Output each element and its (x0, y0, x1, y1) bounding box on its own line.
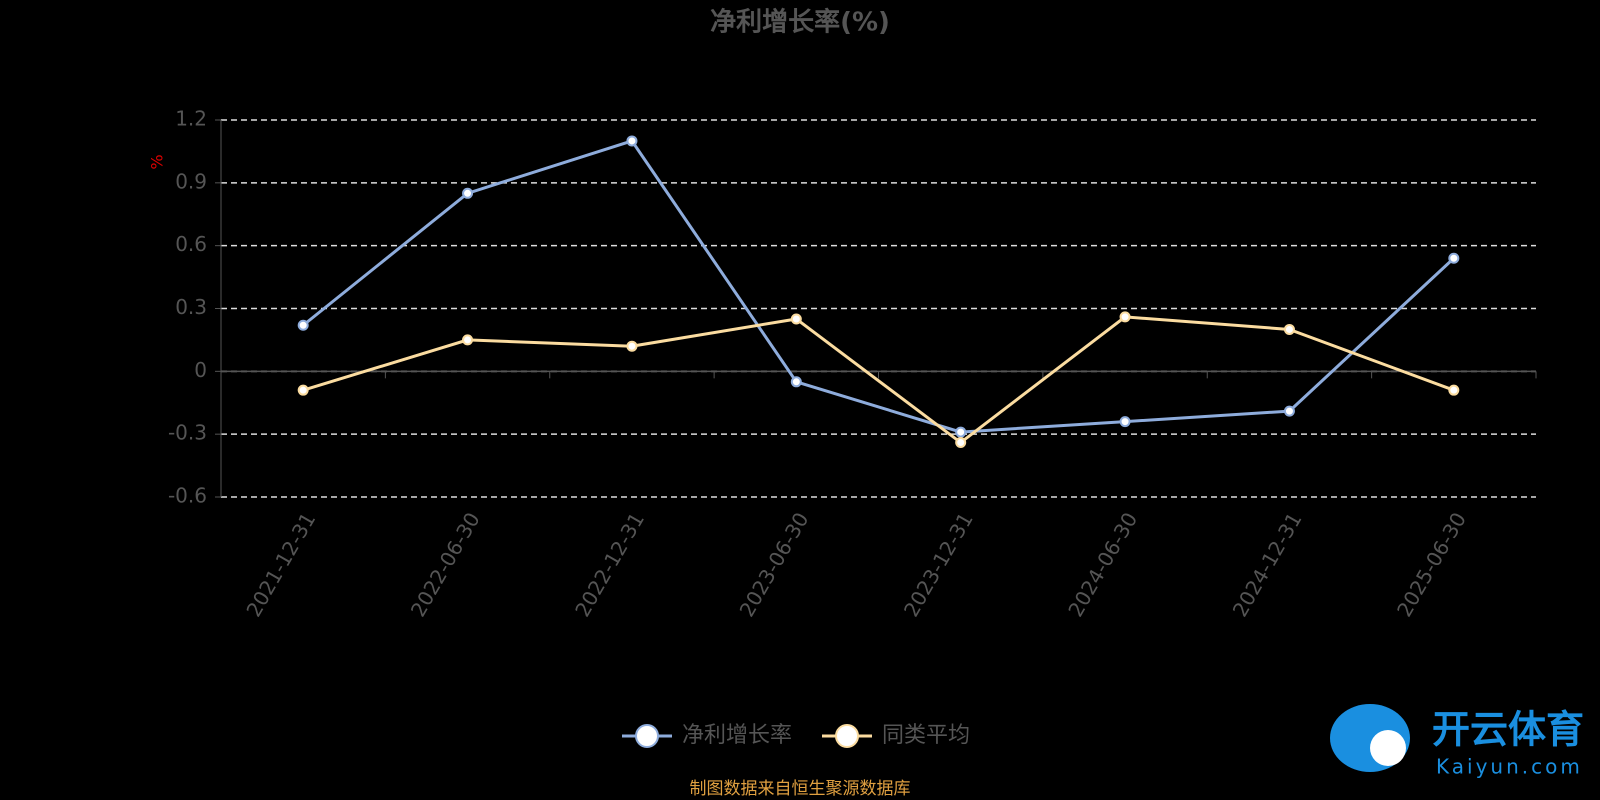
watermark-ball (1370, 730, 1406, 766)
series-line (302, 139, 1455, 434)
data-point (462, 187, 474, 199)
series-line (302, 315, 1455, 445)
source-note: 制图数据来自恒生聚源数据库 (690, 779, 911, 799)
legend-marker (635, 724, 659, 748)
data-point (462, 334, 474, 346)
data-point (1119, 311, 1131, 323)
watermark-name: 开云体育 (1432, 708, 1584, 752)
data-point (626, 340, 638, 352)
data-point (1283, 405, 1295, 417)
y-tick-label: 0.3 (175, 295, 207, 319)
data-point (1448, 252, 1460, 264)
data-point (790, 376, 802, 388)
data-point (1283, 323, 1295, 335)
y-tick-label: -0.6 (168, 484, 207, 508)
y-tick-label: 0 (194, 358, 207, 382)
y-tick-label: -0.3 (168, 421, 207, 445)
data-point (1119, 416, 1131, 428)
data-point (297, 384, 309, 396)
y-tick-label: 0.9 (175, 169, 207, 193)
data-point (626, 135, 638, 147)
watermark: 开云体育 Kaiyun.com (1330, 704, 1584, 779)
data-point (955, 437, 967, 449)
data-point (955, 426, 967, 438)
chart-title: 净利增长率(%) (710, 7, 890, 38)
data-point (1448, 384, 1460, 396)
data-point (790, 313, 802, 325)
y-axis-label: % (148, 154, 167, 169)
data-point (297, 319, 309, 331)
legend-label: 净利增长率 (682, 723, 792, 748)
y-tick-label: 1.2 (175, 107, 207, 131)
legend-label: 同类平均 (882, 723, 970, 748)
watermark-site: Kaiyun.com (1436, 755, 1583, 779)
y-tick-label: 0.6 (175, 232, 207, 256)
legend-marker (835, 724, 859, 748)
